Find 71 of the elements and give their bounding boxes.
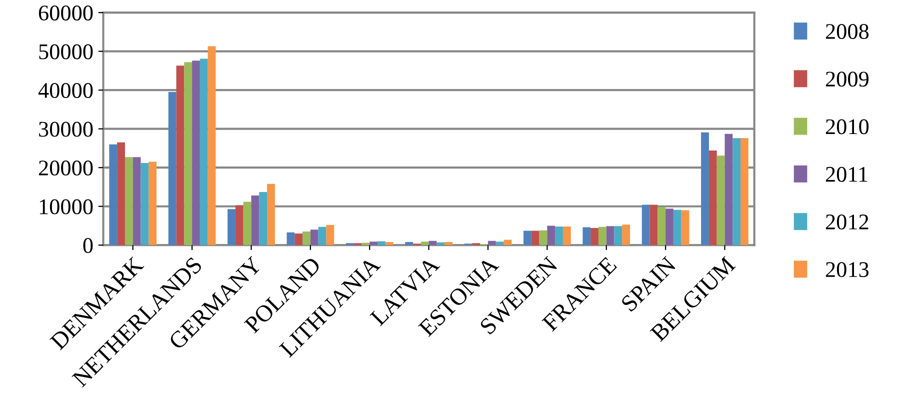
bar (294, 233, 303, 246)
bar (132, 157, 141, 246)
bar (148, 162, 157, 246)
bar (243, 202, 252, 246)
bar (109, 144, 118, 246)
bar (732, 138, 741, 246)
legend-label: 2008 (826, 24, 869, 40)
y-tick-label: 10000 (40, 199, 93, 214)
bar (228, 209, 236, 246)
y-tick-label: 20000 (38, 160, 93, 176)
legend-label: 2013 (826, 262, 869, 278)
bar (286, 232, 295, 246)
bar (590, 228, 598, 246)
bar (310, 230, 318, 246)
y-tick-label: 60000 (38, 6, 93, 20)
bar (562, 226, 571, 246)
bar (582, 227, 591, 246)
bar (259, 192, 268, 246)
bar (444, 242, 452, 246)
bar (701, 132, 709, 246)
bar (504, 240, 512, 246)
bar (673, 210, 682, 246)
bar (318, 226, 326, 246)
y-tick-label: 40000 (38, 83, 93, 98)
bar (681, 210, 690, 246)
bar (326, 224, 334, 246)
bar (606, 226, 614, 246)
bar (666, 208, 674, 246)
bar (724, 134, 733, 246)
bar (496, 242, 504, 246)
legend-label: 2011 (826, 166, 868, 182)
bar (642, 204, 650, 246)
bar (716, 156, 725, 246)
bar (708, 150, 717, 246)
bar (555, 226, 563, 246)
bar (614, 226, 622, 246)
bar (200, 58, 208, 246)
bar (523, 230, 532, 246)
bar (420, 242, 429, 246)
y-tick-label: 30000 (39, 122, 93, 137)
bar (184, 62, 192, 246)
bar (124, 157, 133, 246)
y-tick-label: 50000 (39, 44, 93, 60)
bar (650, 204, 658, 246)
bar (140, 162, 149, 246)
bar (598, 226, 606, 246)
bar (251, 196, 260, 246)
bar (547, 226, 556, 246)
legend-label: 2012 (826, 214, 868, 230)
bar (488, 240, 496, 246)
bar (267, 184, 275, 246)
bar (117, 142, 125, 246)
legend-label: 2009 (826, 72, 868, 87)
bar (740, 138, 748, 246)
bar (539, 230, 548, 246)
bar (302, 232, 310, 246)
bar (378, 241, 386, 246)
bar (235, 205, 244, 246)
bar (370, 242, 378, 246)
bar (531, 230, 540, 246)
bar (168, 92, 176, 246)
bar (405, 242, 414, 246)
legend-label: 2010 (826, 119, 869, 134)
bar (192, 60, 200, 246)
bar (436, 242, 445, 246)
y-tick-label: 0 (83, 238, 93, 254)
bar (385, 242, 394, 246)
bar (176, 66, 184, 246)
bar (658, 207, 666, 246)
bar (622, 224, 630, 246)
bar (208, 46, 216, 246)
